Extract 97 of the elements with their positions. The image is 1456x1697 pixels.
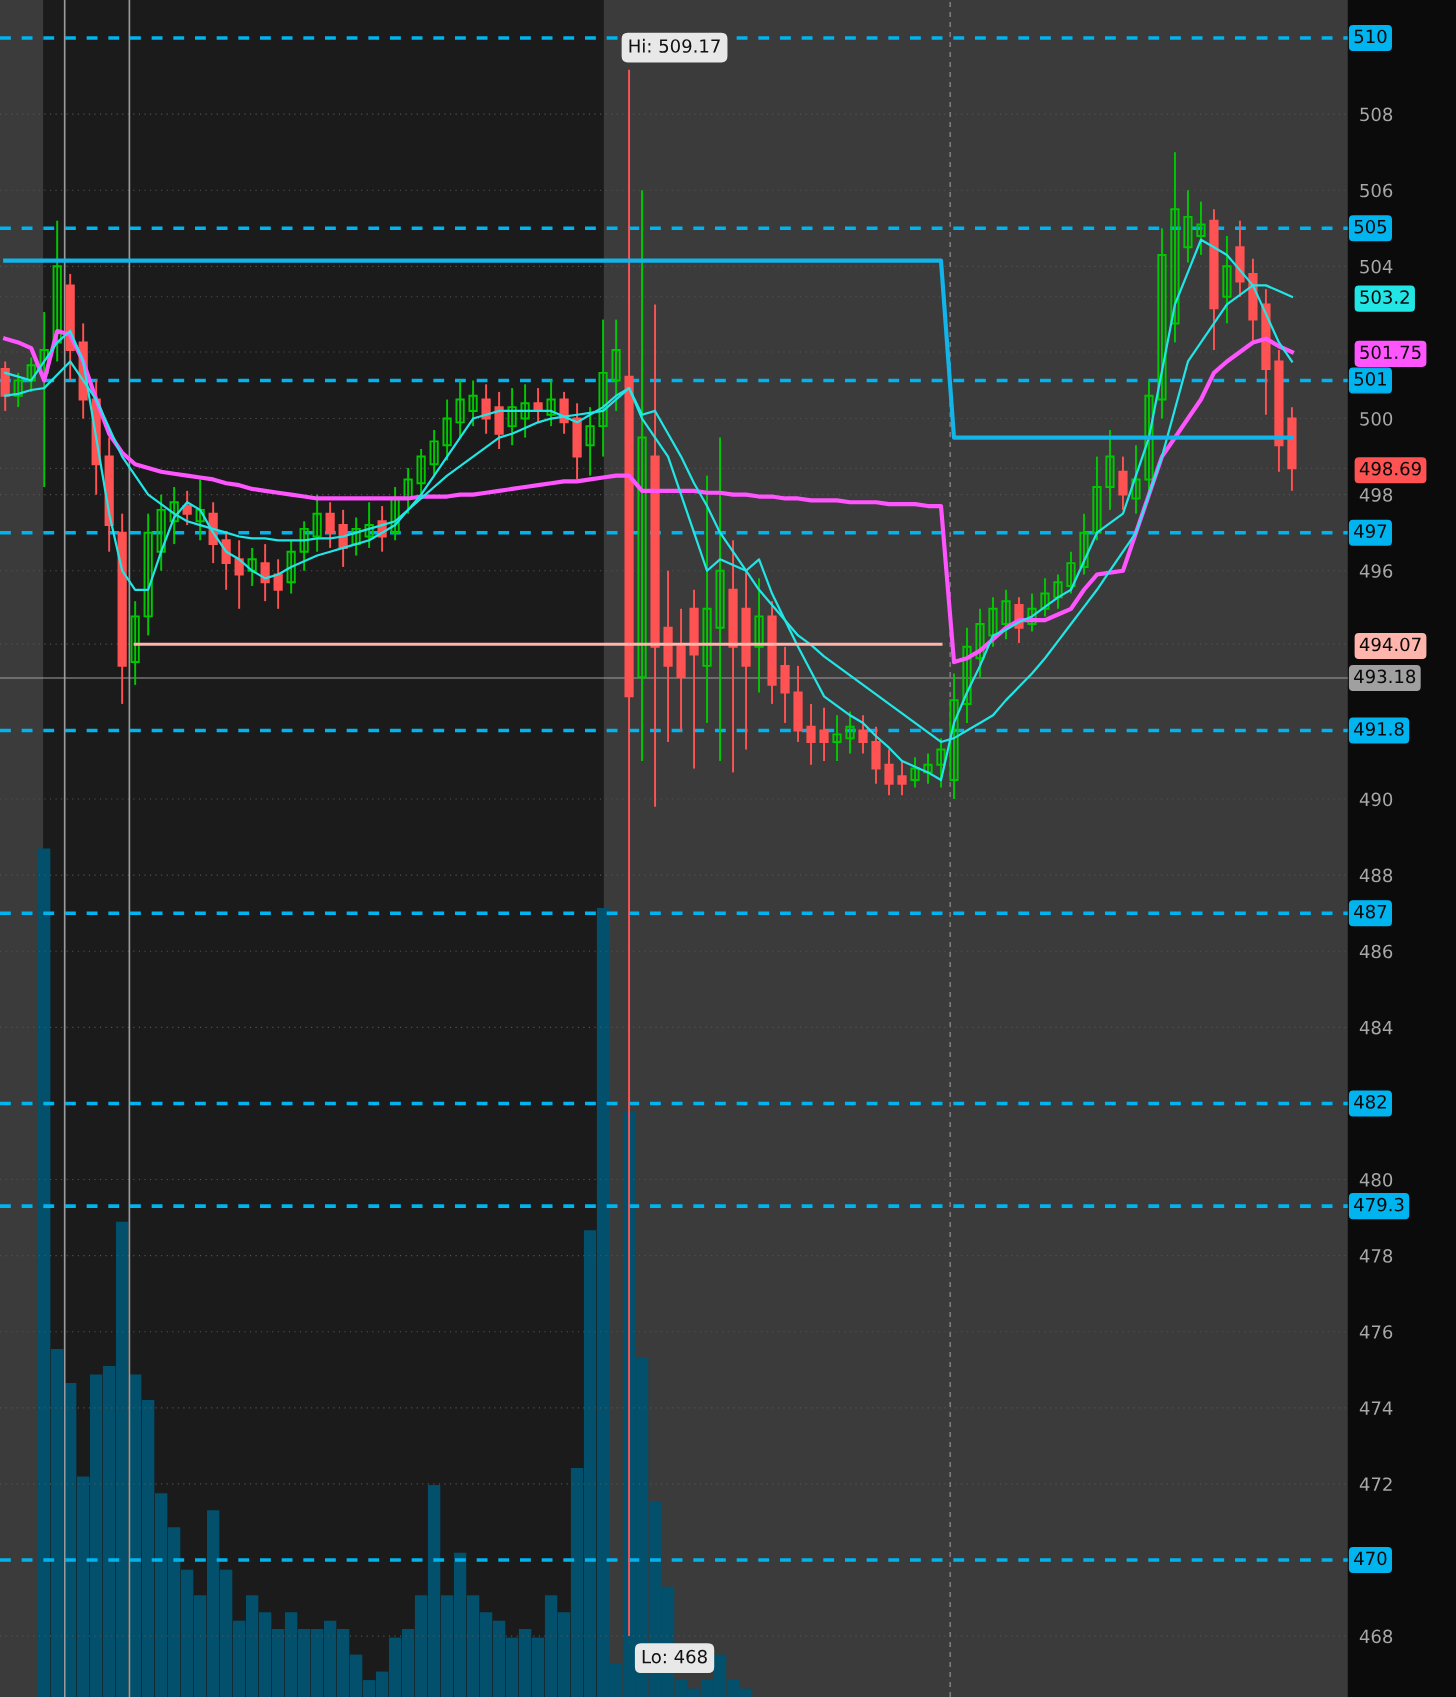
- candlestick: [429, 428, 439, 477]
- candlestick: [1001, 588, 1011, 641]
- candlestick: [1079, 512, 1089, 576]
- y-tick-label: 476: [1359, 1325, 1393, 1339]
- y-tick-label: 508: [1360, 107, 1393, 122]
- y-tick-label: 490: [1359, 792, 1393, 807]
- candlestick: [1222, 234, 1232, 325]
- candlestick: [455, 379, 465, 439]
- candlestick: [806, 702, 816, 766]
- ref-line-label: 510: [1354, 29, 1387, 44]
- y-tick-label: 474: [1359, 1401, 1393, 1415]
- candlestick: [247, 546, 257, 587]
- y-tick-label: 503.2: [1360, 290, 1409, 304]
- candlestick: [481, 383, 491, 435]
- candlestick: [702, 474, 712, 724]
- candlestick: [468, 379, 478, 428]
- y-tick-label: 486: [1359, 944, 1393, 959]
- candlestick: [416, 448, 426, 496]
- y-tick-label: 472: [1359, 1477, 1392, 1491]
- ref-line-label: 491.8: [1354, 722, 1404, 736]
- y-tick-label: 504: [1360, 259, 1393, 274]
- annotation: Hi: 509.17: [629, 38, 720, 53]
- candlestick: [1040, 577, 1050, 618]
- candlestick: [182, 489, 192, 527]
- candlestick: [754, 577, 764, 694]
- y-tick-label: 496: [1359, 564, 1393, 578]
- candlestick: [1183, 189, 1193, 264]
- candlestick: [1144, 379, 1154, 492]
- candlestick: [26, 356, 36, 393]
- candlestick: [299, 520, 309, 572]
- y-tick-label: 494.07: [1359, 637, 1421, 652]
- candlestick: [715, 436, 725, 762]
- y-tick-label: 484: [1359, 1020, 1393, 1035]
- ref-line-label: 479.3: [1354, 1197, 1404, 1212]
- y-tick-label: 478: [1359, 1249, 1393, 1263]
- candlestick: [1118, 455, 1128, 511]
- y-tick-label: 506: [1360, 183, 1393, 198]
- ref-line-label: 482: [1354, 1095, 1386, 1109]
- candlestick: [585, 406, 595, 477]
- candlestick: [169, 486, 179, 546]
- candlestick: [143, 512, 153, 637]
- candlestick: [598, 318, 608, 458]
- candlestick: [923, 752, 933, 785]
- candlestick: [910, 756, 920, 789]
- candlestick: [819, 706, 829, 762]
- y-tick-label: 488: [1359, 868, 1393, 883]
- y-tick-label: 501.75: [1360, 345, 1421, 360]
- ref-line-label: 470: [1354, 1551, 1387, 1566]
- candlestick: [845, 710, 855, 755]
- candlestick: [312, 493, 322, 553]
- candlestick: [949, 672, 959, 801]
- candlestick: [325, 501, 335, 549]
- candlestick: [858, 714, 868, 755]
- candlestick: [442, 398, 452, 462]
- y-tick-label: 500: [1360, 412, 1393, 426]
- candlestick: [1053, 573, 1063, 610]
- ref-line-label: 487: [1354, 904, 1387, 919]
- y-tick-label: 468: [1359, 1629, 1393, 1644]
- candlestick: [546, 379, 556, 428]
- candlestick: [1105, 428, 1115, 511]
- ref-line-label: 501: [1354, 372, 1387, 386]
- y-tick-label: 480: [1359, 1172, 1393, 1187]
- candlestick: [234, 539, 244, 610]
- candlestick: [1092, 455, 1102, 542]
- candlestick: [1131, 444, 1141, 515]
- candlestick: [962, 626, 972, 724]
- candlestick: [1170, 151, 1180, 344]
- candlestick: [1027, 592, 1037, 633]
- candlestick: [832, 714, 842, 762]
- y-tick-label: 498.69: [1359, 461, 1421, 476]
- candlestick: [130, 600, 140, 686]
- candlestick: [1196, 200, 1206, 256]
- candlestick: [520, 383, 530, 439]
- candlestick: [195, 478, 205, 542]
- candlestick: [936, 737, 946, 789]
- y-tick-label: 498: [1359, 488, 1393, 502]
- candlestick: [364, 501, 374, 549]
- candlestick: [1157, 227, 1167, 420]
- candlestick: [611, 318, 621, 412]
- candlestick: [975, 607, 985, 679]
- candlestick: [884, 748, 894, 797]
- candlestick: [897, 760, 907, 797]
- candlestick: [273, 558, 283, 610]
- candlestick: [533, 387, 543, 424]
- candlestick: [351, 516, 361, 557]
- candlestick: [988, 596, 998, 648]
- ref-line-label: 493.18: [1354, 669, 1416, 684]
- annotation: Lo: 468: [642, 1649, 707, 1664]
- candlestick: [13, 371, 23, 409]
- candlestick: [52, 219, 62, 363]
- candlestick: [507, 387, 517, 447]
- ref-line-label: 505: [1354, 219, 1387, 234]
- candlestick: [156, 493, 166, 572]
- candlestick: [1066, 550, 1076, 595]
- ref-line-label: 497: [1354, 524, 1387, 538]
- candlestick: [286, 539, 296, 595]
- candlestick: [637, 189, 647, 762]
